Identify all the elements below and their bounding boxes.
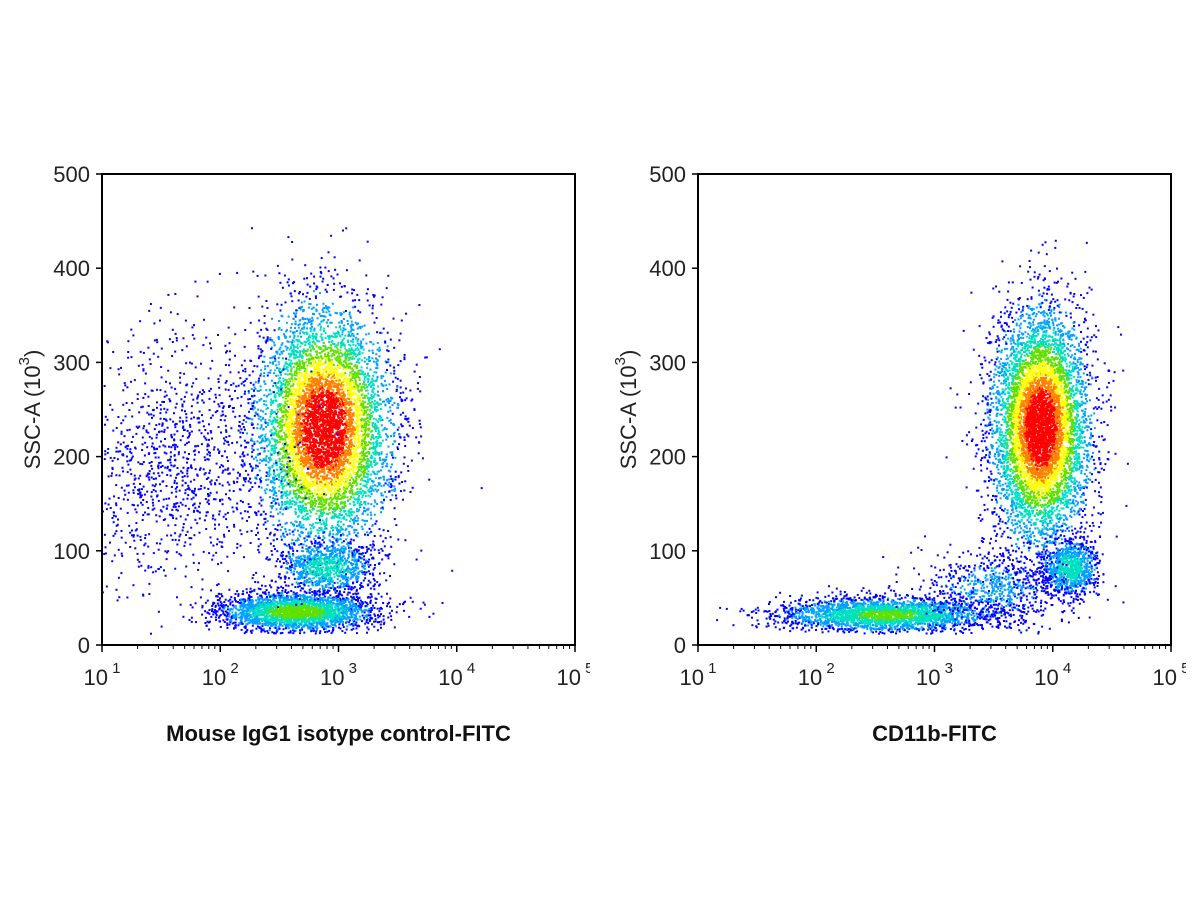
data-points (716, 239, 1129, 635)
scatter-chart-isotype: 0 100 200 300 400 500 10 1 10 2 10 3 10 4 10 5 SSC-… (16, 162, 591, 746)
x-tick-label: 10 5 (557, 660, 591, 690)
y-tick-label: 100 (649, 539, 686, 564)
x-tick-label: 10 4 (1034, 660, 1071, 690)
y-axis-label: SSC-A (103) (16, 350, 45, 470)
plot-frame (697, 173, 1172, 646)
x-tick-label: 10 5 (1153, 660, 1187, 690)
x-tick-label: 10 3 (916, 660, 953, 690)
x-tick-label: 10 2 (202, 660, 239, 690)
x-tick-label: 10 1 (84, 660, 121, 690)
plot-panel-cd11b: 0 100 200 300 400 500 10 1 10 2 10 3 10 4 10 5 SSC-… (606, 150, 1186, 770)
y-tick-label: 500 (649, 162, 686, 187)
y-tick-label: 400 (53, 256, 90, 281)
x-tick-label: 10 3 (320, 660, 357, 690)
y-tick-label: 0 (78, 633, 90, 658)
scatter-chart-cd11b: 0 100 200 300 400 500 10 1 10 2 10 3 10 4 10 5 SSC-… (612, 162, 1187, 746)
y-axis-label: SSC-A (103) (612, 350, 641, 470)
y-tick-label: 300 (53, 350, 90, 375)
y-tick-label: 500 (53, 162, 90, 187)
x-tick-label: 10 2 (798, 660, 835, 690)
y-tick-label: 300 (649, 350, 686, 375)
plot-panel-isotype: 0 100 200 300 400 500 10 1 10 2 10 3 10 4 10 5 SSC-… (10, 150, 590, 770)
data-points (101, 227, 483, 635)
x-axis-label: CD11b-FITC (872, 721, 997, 746)
x-tick-label: 10 1 (680, 660, 717, 690)
x-tick-label: 10 4 (438, 660, 475, 690)
y-tick-label: 100 (53, 539, 90, 564)
y-tick-label: 200 (53, 445, 90, 470)
y-tick-label: 400 (649, 256, 686, 281)
y-tick-label: 0 (674, 633, 686, 658)
x-axis-label: Mouse IgG1 isotype control-FITC (166, 721, 511, 746)
y-tick-label: 200 (649, 445, 686, 470)
